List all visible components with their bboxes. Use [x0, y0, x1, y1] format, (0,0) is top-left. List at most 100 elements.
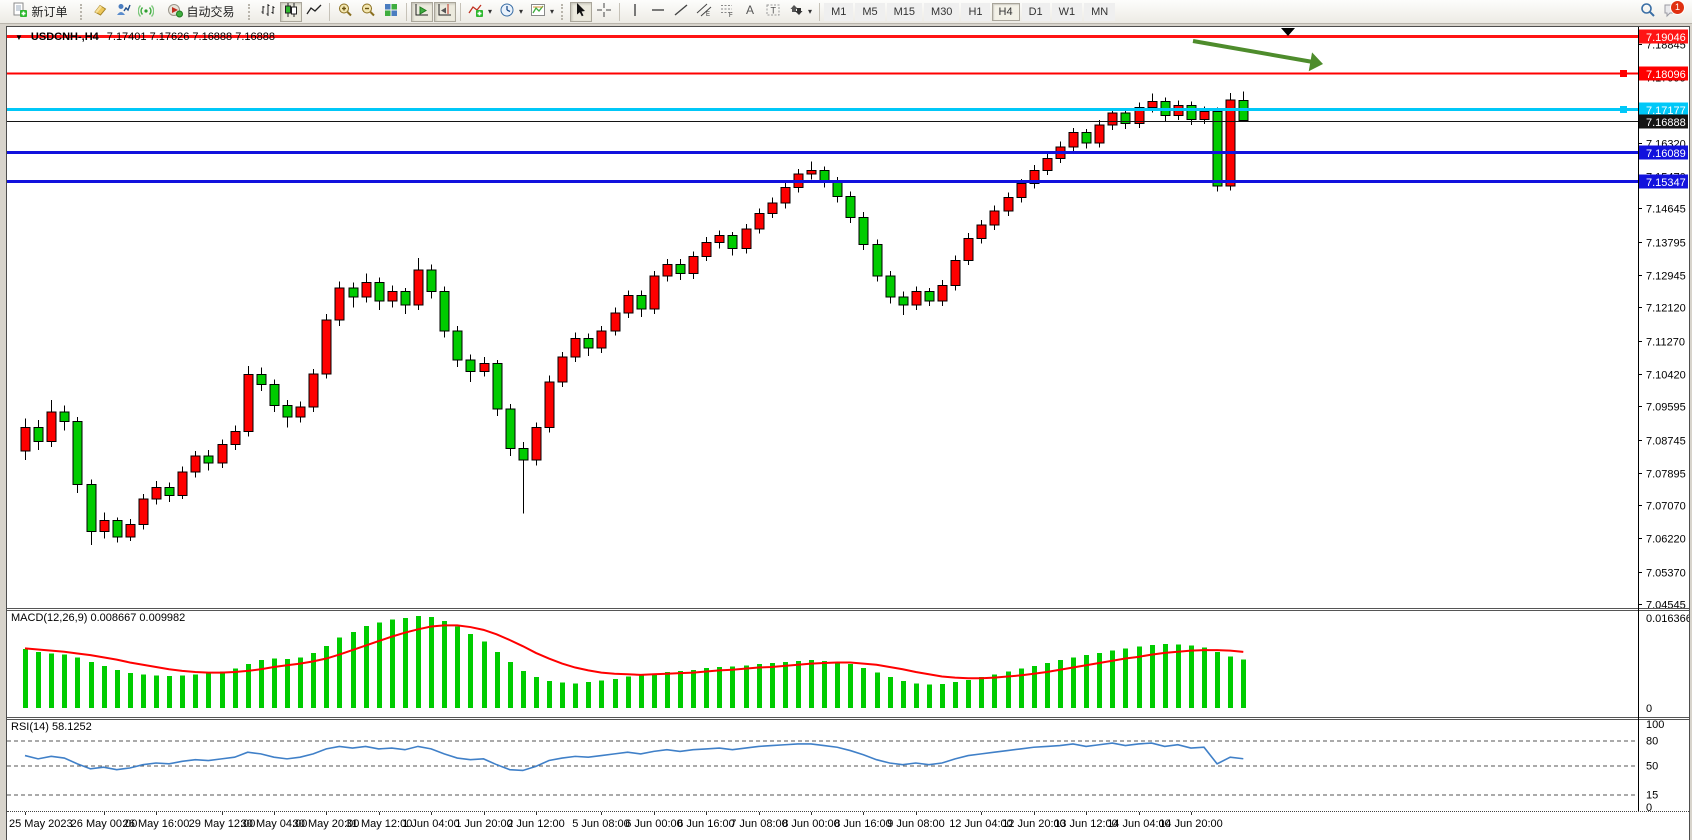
line-anchor-handle[interactable]: [1620, 70, 1627, 77]
line-chart-button[interactable]: [303, 2, 325, 22]
ohlc-values: 7.17401 7.17626 7.16888 7.16888: [106, 31, 275, 43]
toolbar-separator: [619, 2, 621, 21]
price-tick-label: 7.04545: [1646, 600, 1686, 609]
fibonacci-button[interactable]: F: [716, 2, 738, 22]
equidistant-channel-button[interactable]: E: [693, 2, 715, 22]
timeframe-H1[interactable]: H1: [961, 2, 990, 21]
candle-up: [780, 187, 791, 204]
time-tick: [274, 812, 275, 815]
down-triangle-marker[interactable]: [1281, 28, 1295, 36]
rsi-line: [24, 742, 1244, 772]
candle-up: [911, 291, 922, 306]
main-chart-pane[interactable]: 7.188457.179957.171457.163207.154707.146…: [7, 27, 1689, 608]
timeframe-M5[interactable]: M5: [855, 2, 885, 21]
timeframe-H4[interactable]: H4: [991, 2, 1020, 21]
macd-histogram-bar: [364, 625, 369, 708]
macd-histogram-bar: [1150, 645, 1155, 708]
timeframe-M15[interactable]: M15: [886, 2, 923, 21]
price-badge: [1639, 102, 1688, 117]
price-tick-label: 7.09595: [1646, 402, 1686, 414]
collapse-triangle-icon[interactable]: ▼: [15, 32, 23, 42]
price-badge: [1639, 145, 1688, 160]
periods-button[interactable]: ▾: [496, 2, 526, 22]
macd-histogram-bar: [704, 668, 709, 708]
macd-histogram-bar: [1032, 665, 1037, 708]
macd-histogram-bar: [1006, 671, 1011, 708]
candle-up: [321, 319, 332, 375]
chart-shift-icon: [437, 2, 453, 21]
time-label: 12 Jun 20:00: [1002, 818, 1066, 830]
auto-scroll-button[interactable]: [411, 1, 433, 22]
candle-up: [531, 427, 542, 461]
indicators-button[interactable]: ▾: [465, 2, 495, 22]
time-label: 29 May 12:00: [188, 818, 256, 830]
macd-histogram-bar: [206, 673, 211, 708]
time-label: 1 Jun 20:00: [455, 818, 513, 830]
timeframe-MN[interactable]: MN: [1084, 2, 1116, 21]
time-label: 9 Jun 08:00: [887, 818, 945, 830]
trendline-button[interactable]: [670, 2, 692, 22]
macd-histogram-bar: [848, 664, 853, 708]
text-button[interactable]: A: [739, 2, 761, 22]
bar-chart-button[interactable]: [257, 2, 279, 22]
timeframe-D1[interactable]: D1: [1021, 2, 1050, 21]
zoom-out-icon: [360, 2, 376, 21]
macd-histogram-bar: [102, 665, 107, 708]
candle-up: [557, 356, 568, 383]
zoom-out-button[interactable]: [357, 2, 379, 22]
timeframe-M30[interactable]: M30: [924, 2, 960, 21]
price-tick-label: 7.07895: [1646, 469, 1686, 481]
tile-windows-button[interactable]: [380, 2, 402, 22]
time-axis[interactable]: 25 May 2023 26 May 00:00 26 May 16:00 29 Ma…: [7, 811, 1689, 840]
time-label: 8 Jun 00:00: [782, 818, 840, 830]
candle-down: [518, 447, 529, 461]
autotrading-button[interactable]: 自动交易: [158, 2, 244, 22]
signals-button[interactable]: [135, 2, 157, 22]
time-tick: [1191, 812, 1192, 815]
candle-down: [452, 330, 463, 361]
macd-histogram-bar: [1084, 655, 1089, 708]
macd-histogram-bar: [1110, 650, 1115, 708]
timeframe-M1[interactable]: M1: [824, 2, 854, 21]
horizontal-line-button[interactable]: [647, 2, 669, 22]
macd-histogram-bar: [193, 674, 198, 708]
templates-button[interactable]: ▾: [527, 2, 557, 22]
candle-down: [33, 427, 44, 442]
text-icon: A: [742, 2, 758, 21]
time-label: 6 Jun 16:00: [677, 818, 735, 830]
timeframe-W1[interactable]: W1: [1051, 2, 1083, 21]
search-button[interactable]: [1637, 2, 1659, 22]
macd-histogram-bar: [966, 679, 971, 708]
crosshair-button[interactable]: [593, 2, 615, 22]
macd-histogram-bar: [1241, 659, 1246, 708]
candle-down: [59, 411, 70, 423]
candles-series: [20, 91, 1249, 546]
zoom-in-button[interactable]: [334, 2, 356, 22]
macd-pane[interactable]: 0.016366 0: [7, 608, 1689, 717]
cursor-button[interactable]: [570, 1, 593, 22]
new-order-icon: [12, 2, 28, 21]
macd-histogram-bar: [311, 652, 316, 708]
rsi-pane[interactable]: 100 80 50 150: [7, 717, 1689, 811]
macd-histogram-bar: [154, 675, 159, 708]
new-order-button[interactable]: 新订单: [4, 2, 76, 22]
new-order-label: 新订单: [31, 4, 68, 19]
notifications-button[interactable]: 1: [1660, 0, 1685, 22]
strategy-tester-button[interactable]: [112, 2, 134, 22]
chart-shift-button[interactable]: [434, 1, 456, 22]
candle-up: [989, 210, 1000, 226]
macd-histogram-bar: [455, 626, 460, 708]
candlestick-chart-button[interactable]: [280, 1, 302, 22]
trendline-icon: [673, 2, 689, 21]
line-anchor-handle[interactable]: [1620, 106, 1627, 113]
candle-up: [806, 169, 817, 175]
vertical-line-button[interactable]: [624, 2, 646, 22]
candle-up: [361, 282, 372, 298]
candle-down: [505, 408, 516, 449]
metaeditor-button[interactable]: [89, 2, 111, 22]
toolbar-handle: [561, 3, 566, 20]
toolbar-separator: [460, 2, 461, 21]
arrows-button[interactable]: ▾: [785, 2, 815, 22]
text-label-button[interactable]: T: [762, 2, 784, 22]
trend-arrow-object[interactable]: [1192, 39, 1314, 64]
